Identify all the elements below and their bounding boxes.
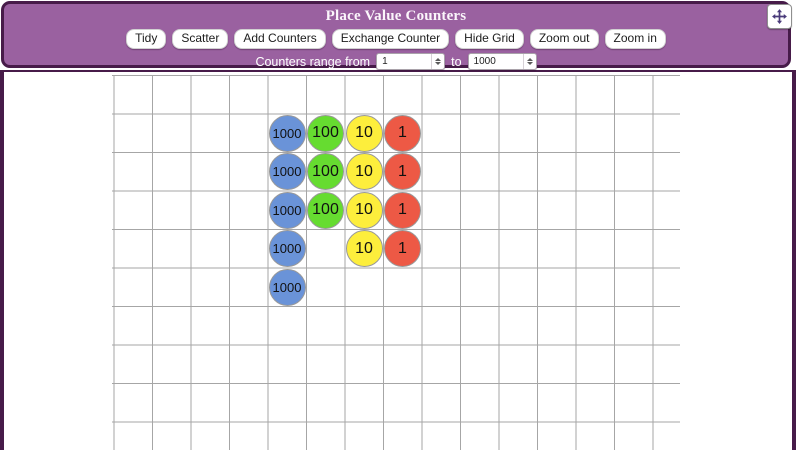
counter-10[interactable]: 10	[345, 153, 383, 190]
range-prefix-label: Counters range from	[255, 54, 371, 69]
counter-1000[interactable]: 1000	[268, 191, 306, 229]
counter-1000[interactable]: 1000	[268, 230, 306, 267]
counter-100[interactable]: 100	[307, 191, 344, 229]
range-to-label: to	[451, 54, 462, 69]
counter-100[interactable]: 100	[307, 114, 344, 152]
stepper-icon	[522, 54, 536, 69]
move-window-button[interactable]	[767, 4, 792, 29]
hide-grid-button[interactable]: Hide Grid	[455, 29, 524, 49]
stepper-icon	[431, 54, 444, 69]
counter-100[interactable]: 100	[307, 153, 344, 190]
app-title: Place Value Counters	[325, 8, 467, 24]
exchange-counter-button[interactable]: Exchange Counter	[331, 29, 450, 49]
app-header: Place Value Counters Tidy Scatter Add Co…	[1, 1, 791, 70]
zoom-in-button[interactable]: Zoom in	[604, 29, 666, 49]
counter-1[interactable]: 1	[384, 114, 421, 152]
counter-10[interactable]: 10	[345, 230, 383, 267]
counter-10[interactable]: 10	[345, 191, 383, 229]
tidy-button[interactable]: Tidy	[126, 29, 167, 49]
counter-1000[interactable]: 1000	[268, 153, 306, 190]
range-from-value: 1	[382, 56, 388, 67]
zoom-out-button[interactable]: Zoom out	[529, 29, 599, 49]
counter-1000[interactable]: 1000	[268, 114, 306, 152]
counter-1[interactable]: 1	[384, 191, 421, 229]
move-arrows-icon	[772, 9, 787, 24]
range-from-select[interactable]: 1	[376, 53, 446, 70]
counter-1000[interactable]: 1000	[268, 268, 306, 306]
counter-10[interactable]: 10	[345, 114, 383, 152]
toolbar: Tidy Scatter Add Counters Exchange Count…	[126, 29, 666, 49]
add-counters-button[interactable]: Add Counters	[234, 29, 326, 49]
range-to-select[interactable]: 1000	[467, 53, 537, 70]
counter-1[interactable]: 1	[384, 230, 421, 267]
range-controls: Counters range from 1 to 1000	[255, 53, 537, 70]
counter-1[interactable]: 1	[384, 153, 421, 190]
range-to-value: 1000	[473, 56, 496, 67]
scatter-button[interactable]: Scatter	[172, 29, 229, 49]
